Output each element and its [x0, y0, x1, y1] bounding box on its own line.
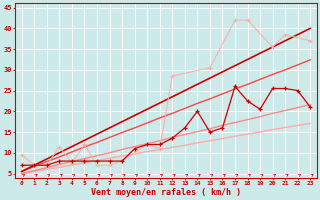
X-axis label: Vent moyen/en rafales ( km/h ): Vent moyen/en rafales ( km/h ) [91, 188, 241, 197]
